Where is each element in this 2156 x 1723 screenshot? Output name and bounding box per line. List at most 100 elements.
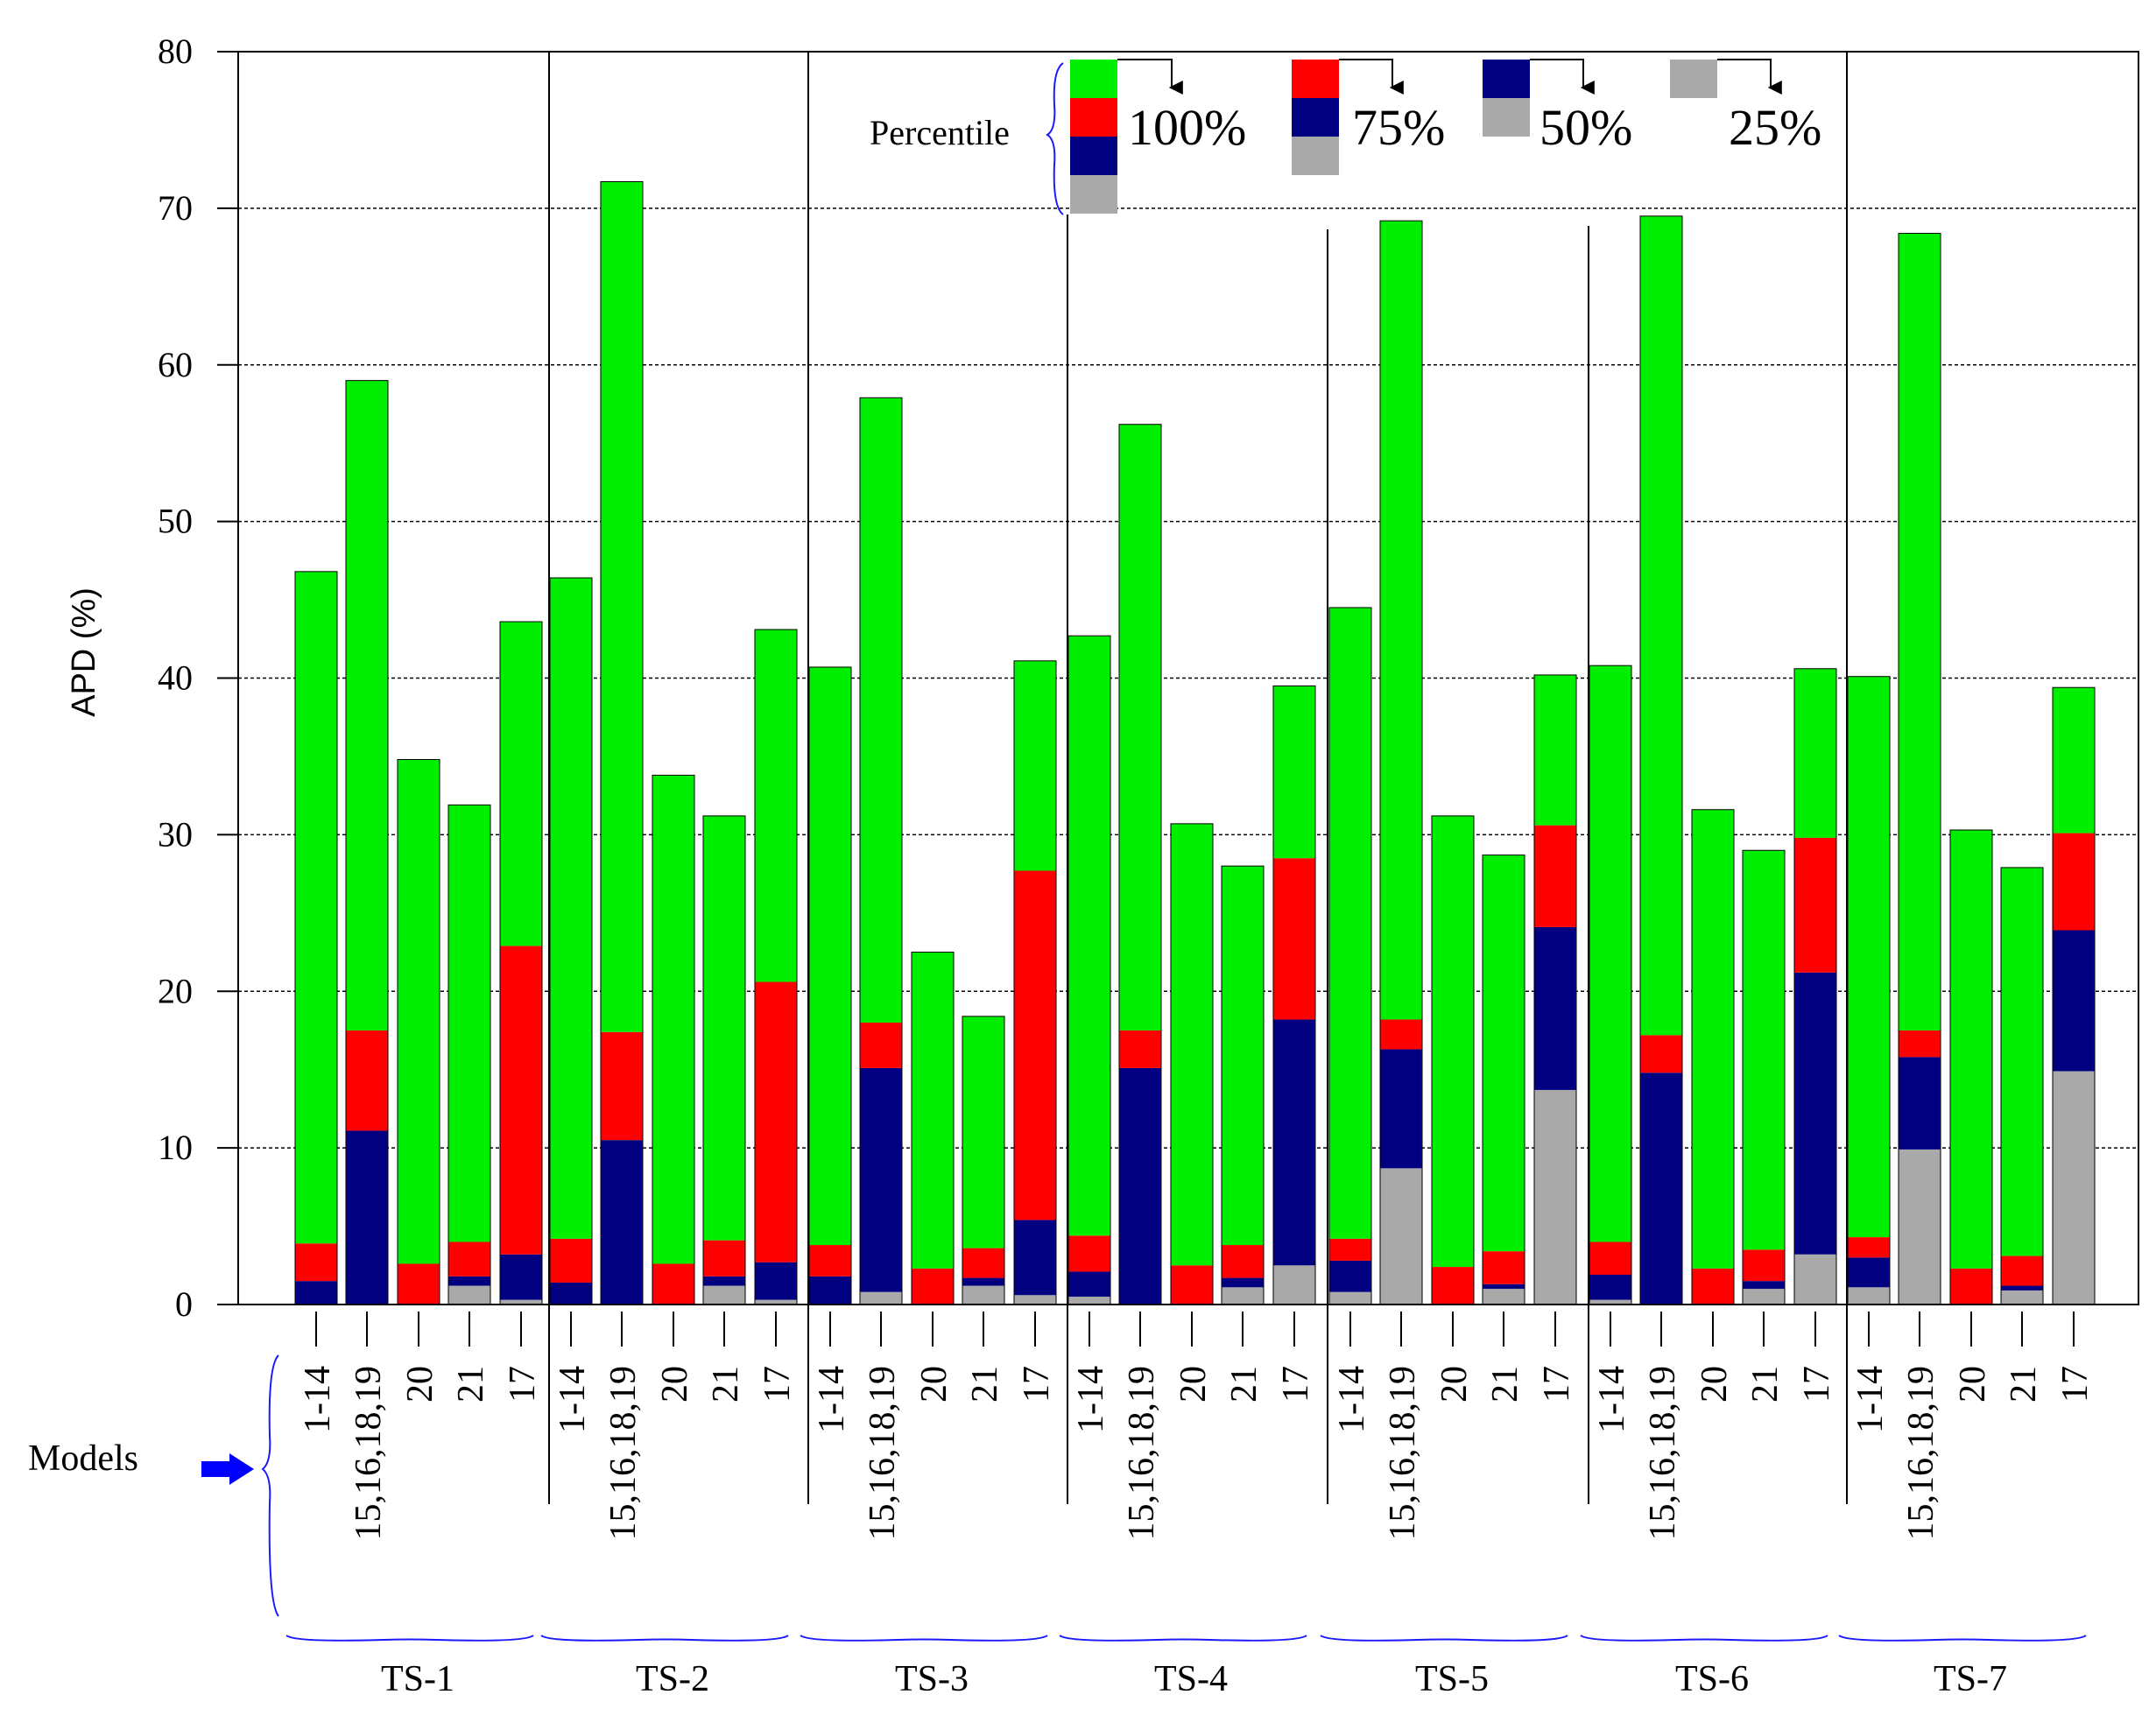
bar-segment-p100 <box>1380 221 1422 1020</box>
legend-arrow <box>1530 59 1595 95</box>
bar-segment-p25 <box>1483 1289 1525 1305</box>
group-label: TS-1 <box>381 1659 454 1699</box>
bar-segment-p50 <box>1483 1283 1525 1290</box>
bar-segment-p100 <box>1743 850 1785 1250</box>
model-label: 15,16,18,19 <box>863 1366 903 1541</box>
bar-segment-p50 <box>1329 1260 1371 1292</box>
group-brace <box>540 1635 789 1642</box>
group-label: TS-2 <box>636 1659 709 1699</box>
model-label: 15,16,18,19 <box>1383 1366 1423 1541</box>
legend: Percentile 100% 75% 50% 25% <box>870 59 1821 215</box>
y-tick-label: 0 <box>175 1284 193 1324</box>
model-label: 17 <box>1537 1366 1577 1403</box>
model-label: 15,16,18,19 <box>603 1366 644 1541</box>
model-label: 1-14 <box>812 1366 852 1433</box>
model-label: 20 <box>914 1366 955 1403</box>
bar-segment-p100 <box>1222 866 1264 1246</box>
model-label: 20 <box>1173 1366 1214 1403</box>
bar-segment-p100 <box>398 759 440 1264</box>
bar-segment-p50 <box>703 1276 745 1286</box>
bar-segment-p50 <box>1899 1057 1941 1150</box>
group-label: TS-7 <box>1934 1659 2007 1699</box>
bar-segment-p50 <box>2053 930 2095 1072</box>
y-tick-label: 40 <box>158 658 193 698</box>
bar-segment-p75 <box>1222 1245 1264 1278</box>
bar-segment-p75 <box>1640 1035 1682 1073</box>
bar-segment-p75 <box>860 1023 902 1068</box>
model-label: 1-14 <box>1850 1366 1891 1433</box>
bar-segment-p50 <box>1743 1281 1785 1290</box>
bar-segment-p75 <box>601 1031 643 1141</box>
legend-title: Percentile <box>870 113 1010 152</box>
bar-segment-p25 <box>755 1299 797 1305</box>
bar-segment-p100 <box>1640 215 1682 1036</box>
bar-segment-p100 <box>860 397 902 1023</box>
bar-segment-p100 <box>2053 687 2095 833</box>
bar-segment-p100 <box>1119 424 1161 1030</box>
bar-segment-p75 <box>755 981 797 1262</box>
bar-segment-p50 <box>1119 1067 1161 1305</box>
bar-segment-p100 <box>962 1016 1004 1248</box>
bar-segment-p50 <box>2001 1285 2043 1290</box>
bar-segment-p75 <box>398 1263 440 1305</box>
bar-segment-p25 <box>1329 1291 1371 1305</box>
bars <box>294 180 2096 1305</box>
bar-segment-p50 <box>601 1140 643 1305</box>
bar-segment-p50 <box>295 1281 337 1305</box>
bar-segment-p50 <box>809 1276 851 1305</box>
model-label: 21 <box>1485 1366 1525 1403</box>
bar-segment-p50 <box>860 1067 902 1292</box>
legend-label: 50% <box>1539 99 1632 156</box>
bar-segment-p75 <box>1329 1238 1371 1261</box>
model-label: 20 <box>1434 1366 1475 1403</box>
bar-segment-p25 <box>1380 1168 1422 1305</box>
bar-segment-p100 <box>1899 233 1941 1030</box>
bar-segment-p75 <box>1380 1019 1422 1050</box>
bar-segment-p100 <box>1794 668 1836 838</box>
bar-segment-p50 <box>1589 1275 1631 1300</box>
bar-segment-p100 <box>1692 809 1734 1269</box>
bar-segment-p25 <box>860 1291 902 1305</box>
bar-segment-p75 <box>1950 1268 1992 1305</box>
model-label: 17 <box>503 1366 543 1403</box>
bar-segment-p75 <box>1534 825 1576 927</box>
bar-segment-p75 <box>1119 1030 1161 1068</box>
bar-segment-p75 <box>962 1248 1004 1278</box>
group-label: TS-5 <box>1415 1659 1489 1699</box>
legend-swatch-50 <box>1483 98 1530 137</box>
bar-segment-p25 <box>1014 1295 1056 1305</box>
group-brace <box>1059 1635 1307 1642</box>
legend-label: 75% <box>1352 99 1445 156</box>
bar-segment-p25 <box>962 1285 1004 1305</box>
model-label: 21 <box>1224 1366 1265 1403</box>
bar-segment-p75 <box>1589 1241 1631 1276</box>
legend-swatch-75 <box>1292 137 1339 175</box>
bar-segment-p25 <box>1068 1297 1110 1305</box>
legend-brace <box>1046 62 1064 215</box>
bar-segment-p75 <box>1899 1030 1941 1058</box>
y-tick-label: 30 <box>158 814 193 854</box>
bar-segment-p100 <box>703 815 745 1241</box>
bar-segment-p100 <box>295 571 337 1244</box>
legend-swatch-75 <box>1292 60 1339 98</box>
legend-swatch-25 <box>1670 60 1717 98</box>
bar-segment-p75 <box>1794 837 1836 973</box>
bar-segment-p75 <box>703 1240 745 1276</box>
bar-segment-p75 <box>295 1243 337 1282</box>
bar-segment-p100 <box>550 578 592 1239</box>
bar-segment-p25 <box>1848 1287 1890 1305</box>
model-label: 21 <box>2004 1366 2044 1403</box>
bar-segment-p100 <box>1950 830 1992 1269</box>
bar-segment-p50 <box>1068 1271 1110 1298</box>
bar-segment-p50 <box>1848 1257 1890 1288</box>
model-label: 21 <box>451 1366 491 1403</box>
y-tick-label: 50 <box>158 502 193 541</box>
model-label: 15,16,18,19 <box>1122 1366 1162 1541</box>
bar-segment-p25 <box>1534 1089 1576 1305</box>
bar-segment-p75 <box>1014 870 1056 1220</box>
bar-segment-p100 <box>500 622 542 946</box>
bar-segment-p100 <box>346 380 388 1030</box>
y-tick-label: 20 <box>158 971 193 1010</box>
